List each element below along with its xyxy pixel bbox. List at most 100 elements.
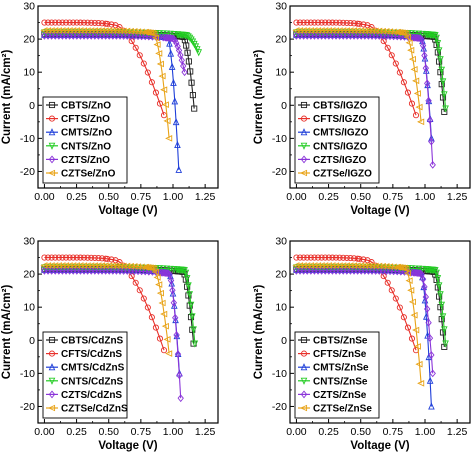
data-point bbox=[153, 41, 161, 48]
data-point bbox=[101, 27, 109, 34]
y-tick-label: -10 bbox=[20, 368, 35, 380]
data-point bbox=[161, 101, 169, 108]
data-point bbox=[104, 255, 111, 262]
data-point bbox=[172, 118, 180, 126]
data-point bbox=[119, 27, 127, 35]
data-point bbox=[417, 118, 425, 126]
data-point bbox=[132, 279, 139, 286]
data-point bbox=[428, 137, 435, 146]
data-point bbox=[353, 27, 361, 34]
data-point bbox=[72, 27, 80, 34]
data-point bbox=[186, 291, 194, 299]
y-tick-label: 0 bbox=[29, 335, 35, 347]
data-point bbox=[79, 27, 88, 34]
data-point bbox=[313, 262, 322, 269]
data-point bbox=[173, 39, 180, 47]
data-point bbox=[343, 254, 350, 261]
data-point bbox=[360, 256, 367, 263]
data-point bbox=[58, 27, 66, 34]
data-point bbox=[133, 263, 142, 270]
data-point bbox=[417, 379, 425, 387]
legend: CBTS/IGZO CFTS/IGZO CMTS/IGZO CNTS/IGZO CZTS… bbox=[294, 96, 380, 184]
data-point bbox=[439, 313, 447, 321]
data-point bbox=[170, 298, 178, 307]
data-point bbox=[84, 254, 91, 261]
data-point bbox=[108, 21, 115, 28]
data-point bbox=[371, 262, 379, 270]
data-point bbox=[295, 27, 304, 34]
y-axis-title: Current (mA/cm²) bbox=[253, 285, 265, 380]
series-CZTSe/ZnO bbox=[40, 27, 173, 142]
data-point bbox=[158, 299, 166, 307]
data-point bbox=[172, 313, 179, 322]
y-tick-label: 20 bbox=[275, 269, 287, 281]
legend-marker bbox=[48, 336, 56, 344]
data-point bbox=[132, 44, 139, 51]
data-point bbox=[52, 254, 59, 261]
x-tick-label: 0.75 bbox=[131, 426, 152, 438]
x-tick-label: 1.00 bbox=[163, 191, 184, 203]
data-point bbox=[299, 27, 307, 34]
data-point bbox=[388, 52, 395, 59]
x-tick-label: 0.25 bbox=[66, 191, 87, 203]
data-point bbox=[170, 30, 178, 39]
y-tick-label: -20 bbox=[272, 401, 287, 413]
y-tick-label: 20 bbox=[23, 269, 35, 281]
data-point bbox=[112, 262, 120, 270]
data-point bbox=[407, 46, 415, 54]
x-tick-label: 1.00 bbox=[163, 426, 184, 438]
x-tick-label: 0.75 bbox=[383, 191, 404, 203]
data-point bbox=[59, 254, 66, 261]
legend: CBTS/CdZnS CFTS/CdZnS CMTS/CdZnS CNTS/CdZnS… bbox=[42, 331, 128, 419]
legend-label: CMTS/CdZnS bbox=[61, 363, 125, 374]
data-point bbox=[335, 262, 343, 269]
legend-marker bbox=[300, 142, 308, 150]
data-point bbox=[174, 140, 181, 149]
legend-marker bbox=[300, 155, 308, 164]
y-tick-label: 20 bbox=[275, 34, 287, 46]
data-point bbox=[73, 19, 80, 26]
x-axis-title: Voltage (V) bbox=[350, 205, 409, 217]
data-point bbox=[335, 27, 343, 34]
legend-label: CZTSe/ZnO bbox=[61, 169, 116, 180]
data-point bbox=[404, 89, 411, 96]
data-point bbox=[321, 27, 329, 34]
data-point bbox=[364, 262, 372, 270]
data-point bbox=[310, 27, 318, 34]
data-point bbox=[175, 165, 183, 173]
data-point bbox=[392, 295, 399, 302]
data-point bbox=[375, 27, 383, 35]
data-point bbox=[340, 254, 347, 261]
data-point bbox=[307, 254, 314, 261]
y-tick-label: 20 bbox=[23, 34, 35, 46]
legend-label: CMTS/ZnSe bbox=[313, 363, 369, 374]
data-point bbox=[54, 27, 62, 34]
y-axis-title: Current (mA/cm²) bbox=[1, 285, 13, 380]
data-point bbox=[396, 304, 403, 311]
data-point bbox=[402, 30, 410, 37]
data-point bbox=[384, 44, 391, 51]
data-point bbox=[384, 279, 391, 286]
x-tick-label: 0.00 bbox=[34, 426, 55, 438]
data-point bbox=[88, 254, 95, 261]
data-point bbox=[48, 254, 55, 261]
data-point bbox=[304, 19, 311, 26]
y-tick-label: 30 bbox=[23, 236, 35, 248]
data-point bbox=[152, 30, 160, 38]
legend-marker bbox=[299, 404, 308, 412]
data-point bbox=[293, 254, 300, 261]
x-tick-label: 1.25 bbox=[195, 426, 216, 438]
x-tick-label: 0.00 bbox=[286, 191, 307, 203]
x-tick-label: 1.25 bbox=[447, 426, 468, 438]
data-point bbox=[415, 265, 423, 273]
data-point bbox=[360, 21, 367, 28]
data-point bbox=[336, 254, 343, 261]
data-point bbox=[195, 49, 203, 57]
data-point bbox=[433, 34, 440, 42]
data-point bbox=[306, 27, 314, 34]
y-tick-label: 10 bbox=[23, 302, 35, 314]
data-point bbox=[415, 30, 423, 38]
data-point bbox=[169, 286, 176, 295]
data-point bbox=[442, 105, 449, 113]
